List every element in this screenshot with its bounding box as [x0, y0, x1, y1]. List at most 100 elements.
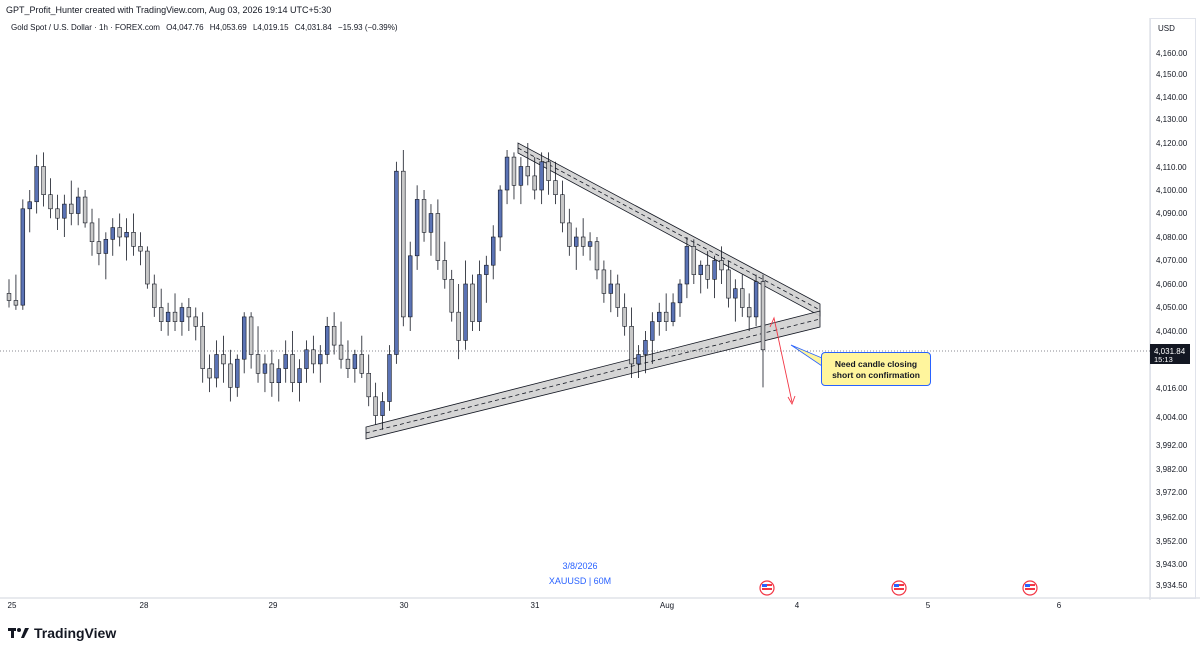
ohlc-low: L4,019.15: [252, 23, 289, 32]
candle-bearish: [511, 156, 517, 186]
watermark-date: 3/8/2026: [562, 561, 597, 571]
candle-bearish: [338, 344, 344, 360]
candle-bearish: [726, 269, 731, 299]
price-tick-label: 4,120.00: [1156, 139, 1188, 148]
candle-bearish: [456, 311, 461, 341]
symbol-legend[interactable]: Gold Spot / U.S. Dollar · 1h · FOREX.com…: [11, 23, 402, 32]
ohlc-open: O4,047.76: [166, 23, 204, 32]
price-tick-label: 3,992.00: [1156, 441, 1188, 450]
candle-bearish: [41, 166, 46, 196]
candle-bullish: [753, 281, 759, 318]
candle-bearish: [269, 363, 275, 383]
candle-bearish: [221, 354, 226, 365]
candle-bearish: [248, 316, 254, 355]
candle-bullish: [643, 340, 648, 355]
candle-bullish: [657, 311, 662, 322]
candle-bullish: [463, 283, 468, 341]
time-tick-label: 4: [795, 601, 800, 610]
candle-bullish: [387, 354, 392, 402]
candle-bullish: [504, 156, 510, 191]
price-tick-label: 4,080.00: [1156, 233, 1188, 242]
tradingview-logo[interactable]: TradingView: [8, 625, 116, 641]
candle-bearish: [691, 246, 697, 275]
candle-bearish: [193, 316, 198, 327]
price-tick-label: 4,100.00: [1156, 186, 1188, 195]
candle-bearish: [421, 199, 427, 233]
candle-bearish: [82, 196, 88, 224]
us-flag-event-icon[interactable]: [891, 580, 907, 596]
annotation-callout[interactable]: Need candle closing short on confirmatio…: [821, 352, 931, 386]
triangle-upper-channel[interactable]: [517, 142, 821, 317]
candle-bullish: [304, 349, 309, 369]
projection-arrow[interactable]: [769, 316, 796, 406]
candle-bullish: [491, 236, 496, 266]
price-tick-label: 4,040.00: [1156, 327, 1188, 336]
candle-bullish: [408, 255, 413, 318]
us-flag-event-icon[interactable]: [759, 580, 775, 596]
candle-bearish: [255, 354, 261, 374]
price-tick-label: 4,130.00: [1156, 115, 1188, 124]
candle-bullish: [698, 264, 703, 275]
ohlc-change: −15.93 (−0.39%): [337, 23, 398, 32]
ohlc-close: C4,031.84: [294, 23, 332, 32]
time-tick-label: 30: [400, 601, 409, 610]
time-tick-label: 5: [926, 601, 931, 610]
price-tick-label: 4,110.00: [1156, 163, 1187, 172]
candle-bullish: [318, 354, 323, 365]
candle-bullish: [124, 232, 129, 238]
candle-bearish: [401, 170, 406, 318]
candle-bearish: [145, 250, 150, 285]
price-tick-label: 3,943.00: [1156, 560, 1188, 569]
candle-bearish: [200, 325, 205, 369]
ohlc-high: H4,053.69: [209, 23, 247, 32]
candle-bullish: [380, 401, 385, 416]
candle-bearish: [290, 354, 295, 384]
chart-credit: GPT_Profit_Hunter created with TradingVi…: [6, 5, 332, 15]
candle-bearish: [580, 236, 586, 247]
candle-bearish: [89, 222, 95, 242]
candle-bearish: [55, 208, 60, 219]
candle-bearish: [359, 354, 364, 374]
time-tick-label: Aug: [660, 601, 674, 610]
last-price-tag: 4,031.84 15:13: [1150, 344, 1190, 364]
us-flag-event-icon[interactable]: [1022, 580, 1038, 596]
triangle-lower-channel[interactable]: [365, 310, 821, 440]
candle-bearish: [69, 203, 74, 214]
candle-bullish: [587, 241, 593, 247]
candle-bullish: [75, 196, 81, 214]
candle-bullish: [110, 227, 115, 240]
tradingview-logo-icon: [8, 628, 29, 638]
candle-bearish: [138, 246, 143, 252]
candle-bearish: [131, 232, 136, 247]
candle-bearish: [311, 349, 316, 365]
candle-bearish: [331, 325, 337, 346]
candle-bearish: [449, 278, 454, 313]
price-tick-label: 4,070.00: [1156, 256, 1188, 265]
candle-bullish: [484, 264, 489, 275]
candle-bullish: [518, 166, 524, 186]
candle-bearish: [172, 311, 178, 322]
price-tick-label: 3,972.00: [1156, 488, 1188, 497]
symbol-name: Gold Spot / U.S. Dollar · 1h · FOREX.com: [11, 23, 160, 32]
time-tick-label: 6: [1057, 601, 1062, 610]
price-tick-label: 3,934.50: [1156, 581, 1188, 590]
price-countdown: 15:13: [1154, 355, 1173, 364]
candle-bullish: [34, 166, 39, 203]
candle-bearish: [553, 180, 558, 196]
brand-name: TradingView: [34, 625, 117, 641]
candle-bullish: [477, 274, 482, 322]
candle-bullish: [276, 368, 281, 384]
candle-bullish: [650, 321, 655, 341]
candle-bearish: [442, 260, 448, 280]
candle-bullish: [297, 368, 302, 384]
candle-bullish: [636, 354, 641, 365]
candle-bullish: [103, 239, 109, 254]
candle-bearish: [158, 307, 164, 322]
price-tick-label: 3,952.00: [1156, 537, 1188, 546]
candle-bullish: [670, 302, 676, 322]
candle-bullish: [733, 288, 738, 299]
candle-bearish: [760, 281, 766, 351]
candle-bullish: [235, 358, 240, 388]
candle-bullish: [574, 236, 579, 247]
